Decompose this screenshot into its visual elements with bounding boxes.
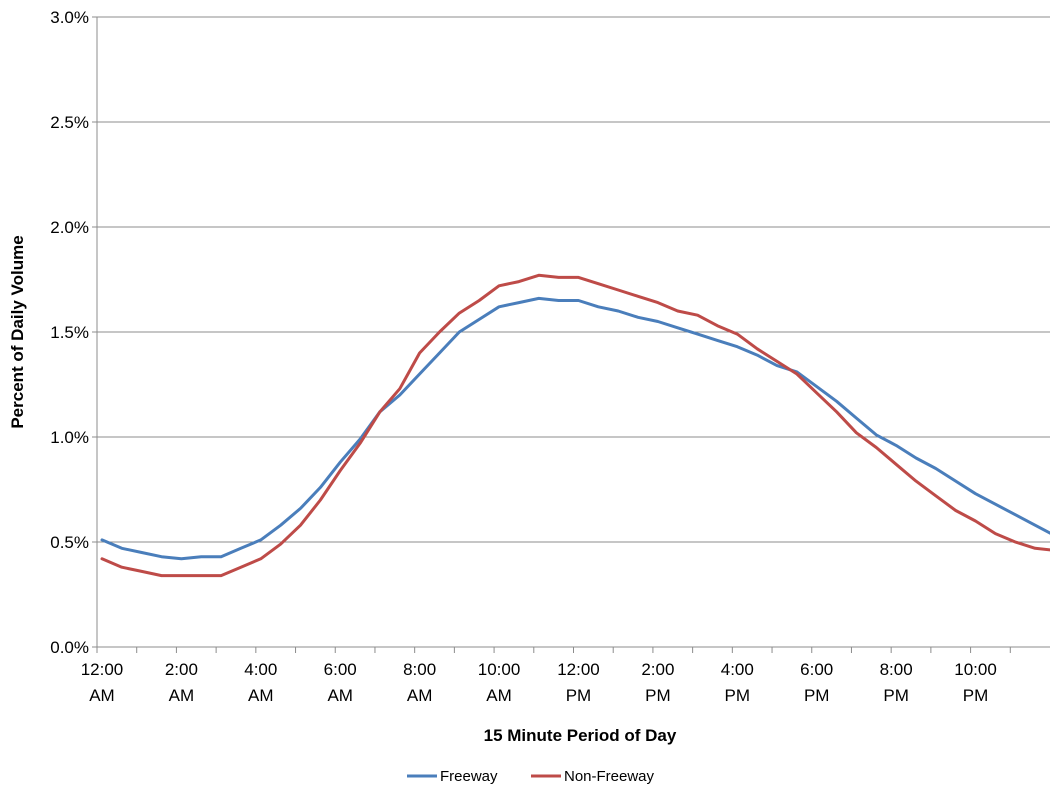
- x-tick-label: PM: [645, 686, 671, 705]
- x-tick-label: 2:00: [641, 660, 674, 679]
- x-tick-label: 6:00: [800, 660, 833, 679]
- series-lines: [100, 273, 1050, 578]
- x-tick-label: 8:00: [880, 660, 913, 679]
- x-tick-label: 10:00: [954, 660, 997, 679]
- x-tick-label: 12:00: [557, 660, 600, 679]
- y-tick-label: 1.5%: [50, 323, 89, 342]
- x-tick-label: PM: [883, 686, 909, 705]
- x-tick-label: PM: [725, 686, 751, 705]
- y-tick-label: 3.0%: [50, 8, 89, 27]
- y-tick-label: 1.0%: [50, 428, 89, 447]
- x-axis: 12:00 AM 2:00 AM 4:00 AM 6:00 AM 8:00 AM 10:00 AM 12…: [81, 646, 1050, 705]
- series-line-freeway: [100, 296, 1050, 561]
- y-tick-label: 2.5%: [50, 113, 89, 132]
- x-tick-label: 2:00: [165, 660, 198, 679]
- x-tick-label: PM: [566, 686, 592, 705]
- x-tick-label: 4:00: [721, 660, 754, 679]
- x-tick-label: AM: [248, 686, 274, 705]
- x-tick-label: 10:00: [478, 660, 521, 679]
- y-tick-label: 0.5%: [50, 533, 89, 552]
- x-tick-label: 12:00: [81, 660, 124, 679]
- x-tick-label: AM: [89, 686, 115, 705]
- legend: Freeway Non-Freeway: [407, 768, 655, 785]
- y-axis: 0.0% 0.5% 1.0% 1.5% 2.0% 2.5% 3.0%: [50, 8, 98, 657]
- y-tick-label: 0.0%: [50, 638, 89, 657]
- gridlines: [97, 16, 1050, 543]
- x-tick-label: AM: [169, 686, 195, 705]
- y-tick-label: 2.0%: [50, 218, 89, 237]
- x-axis-title: 15 Minute Period of Day: [484, 726, 677, 745]
- x-tick-label: AM: [407, 686, 433, 705]
- x-tick-label: PM: [804, 686, 830, 705]
- x-tick-label: 8:00: [403, 660, 436, 679]
- x-tick-label: 6:00: [324, 660, 357, 679]
- series-line-non-freeway: [100, 273, 1050, 578]
- legend-label-freeway: Freeway: [440, 768, 498, 785]
- x-tick-label: AM: [486, 686, 512, 705]
- legend-label-non-freeway: Non-Freeway: [564, 768, 655, 785]
- x-tick-label: AM: [327, 686, 353, 705]
- x-tick-label: PM: [963, 686, 989, 705]
- y-axis-title: Percent of Daily Volume: [8, 235, 27, 428]
- x-tick-label: 4:00: [244, 660, 277, 679]
